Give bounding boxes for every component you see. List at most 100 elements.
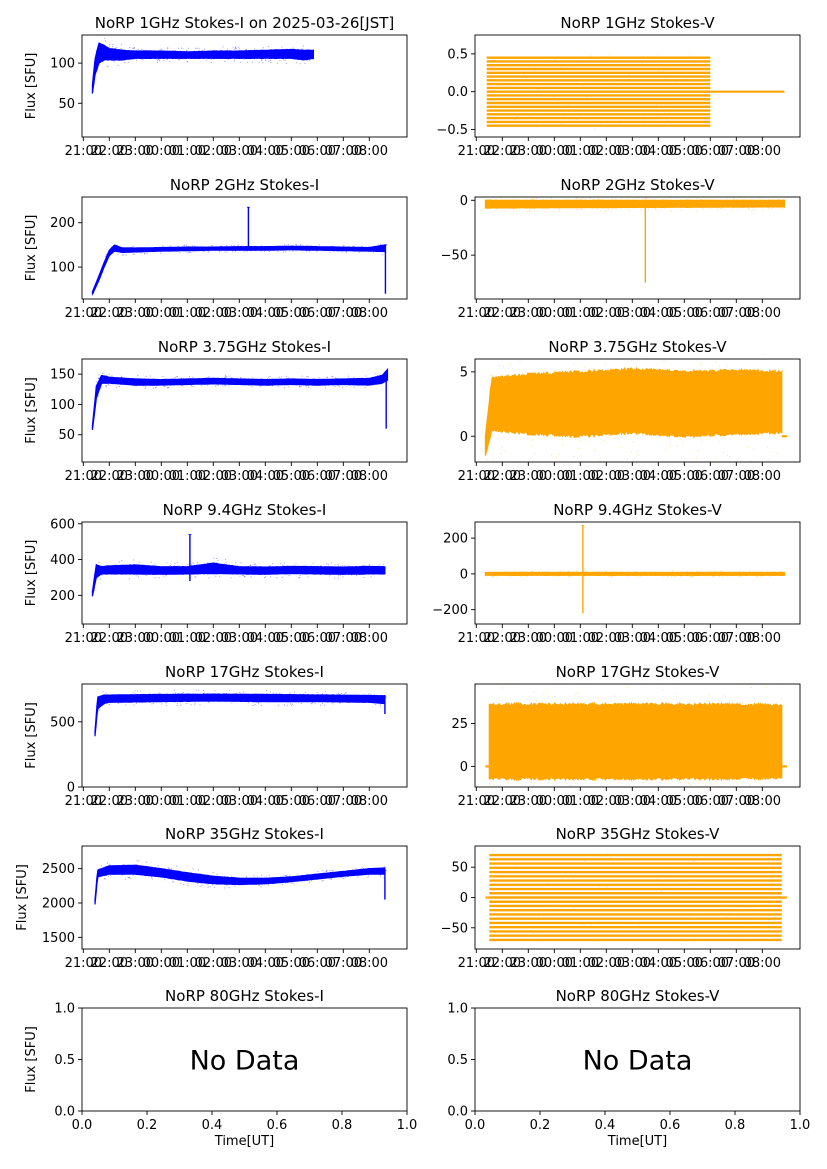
data-point <box>302 45 304 47</box>
data-point <box>229 701 231 703</box>
x-tick-label: 00:00 <box>143 956 180 971</box>
data-point <box>644 570 646 572</box>
x-tick-label: 0.0 <box>465 1118 486 1133</box>
data-point <box>326 376 328 378</box>
data-point <box>527 114 529 117</box>
x-tick-label: 07:00 <box>718 144 755 159</box>
x-tick-label: 01:00 <box>562 956 599 971</box>
data-point <box>287 702 289 704</box>
data-point <box>94 587 96 589</box>
data-point <box>133 246 135 248</box>
data-point <box>734 863 736 865</box>
data-point <box>560 67 562 69</box>
data-point <box>225 561 227 563</box>
data-point <box>166 562 168 564</box>
data-point <box>308 384 310 386</box>
data-point <box>690 576 692 578</box>
data-point <box>92 583 94 585</box>
data-point <box>490 199 492 201</box>
data-point <box>265 249 267 251</box>
axes-frame <box>474 358 801 463</box>
data-point <box>743 571 745 573</box>
data-point <box>98 63 100 65</box>
data-point <box>95 400 97 402</box>
data-point <box>187 882 189 884</box>
data-point <box>628 209 630 211</box>
data-point <box>117 253 119 255</box>
data-point <box>649 571 651 573</box>
data-point <box>254 704 256 706</box>
data-point <box>100 388 102 390</box>
data-point <box>342 386 344 388</box>
data-point <box>268 250 271 253</box>
x-tick-label: 00:00 <box>536 306 573 321</box>
data-point <box>206 377 208 379</box>
data-point <box>596 207 598 209</box>
data-point <box>128 578 130 580</box>
data-point <box>192 376 194 378</box>
data-point <box>527 211 529 213</box>
data-point <box>163 575 165 577</box>
data-point <box>240 562 242 564</box>
data-point <box>644 124 646 126</box>
x-tick-label: 21:00 <box>65 469 102 484</box>
data-point <box>258 703 260 705</box>
x-tick-label: 06:00 <box>299 306 336 321</box>
data-point <box>550 198 553 200</box>
data-point <box>680 438 682 440</box>
data-point <box>514 101 516 103</box>
data-point <box>219 250 221 253</box>
data-point <box>307 576 309 578</box>
data-point <box>642 781 644 784</box>
data-point <box>285 574 287 576</box>
data-point <box>377 375 379 377</box>
data-point <box>686 570 688 573</box>
data-point <box>513 208 515 210</box>
data-point <box>253 875 255 877</box>
data-point <box>255 693 257 695</box>
data-point <box>584 860 586 862</box>
data-point <box>162 245 164 247</box>
data-point <box>663 575 665 578</box>
data-point <box>211 58 213 60</box>
data-point <box>203 692 205 694</box>
data-point <box>129 47 131 49</box>
data-point <box>570 785 572 787</box>
data-point <box>568 576 570 578</box>
data-point <box>122 254 124 256</box>
data-point <box>337 575 339 577</box>
data-point <box>217 377 219 379</box>
data-point <box>768 891 770 893</box>
data-point <box>174 50 176 52</box>
data-point <box>670 210 672 212</box>
data-point <box>508 365 510 367</box>
data-point <box>329 251 331 253</box>
data-point <box>590 60 592 62</box>
x-tick-label: 03:00 <box>221 631 258 646</box>
data-point <box>193 246 195 248</box>
x-tick-label: 22:00 <box>484 469 521 484</box>
x-tick-label: 07:00 <box>325 144 362 159</box>
data-point <box>369 563 371 566</box>
x-tick-label: 03:00 <box>221 794 258 809</box>
data-point <box>364 387 366 389</box>
x-tick-label: 07:00 <box>718 306 755 321</box>
data-point <box>636 571 638 573</box>
data-point <box>224 876 226 878</box>
data-point <box>339 702 341 704</box>
no-data-label: No Data <box>583 1046 693 1077</box>
data-point <box>599 920 601 923</box>
data-point <box>254 48 256 50</box>
data-point <box>183 244 185 246</box>
data-point <box>516 72 519 74</box>
data-point <box>707 917 709 919</box>
data-point <box>121 559 123 562</box>
y-tick-label: 0 <box>67 781 75 796</box>
data-point <box>199 885 201 888</box>
x-tick-label: 05:00 <box>666 469 703 484</box>
panel-9.4GHz-I <box>78 521 408 628</box>
data-point <box>289 692 291 694</box>
data-point <box>183 884 185 886</box>
data-point <box>573 456 575 458</box>
data-point <box>342 576 344 578</box>
